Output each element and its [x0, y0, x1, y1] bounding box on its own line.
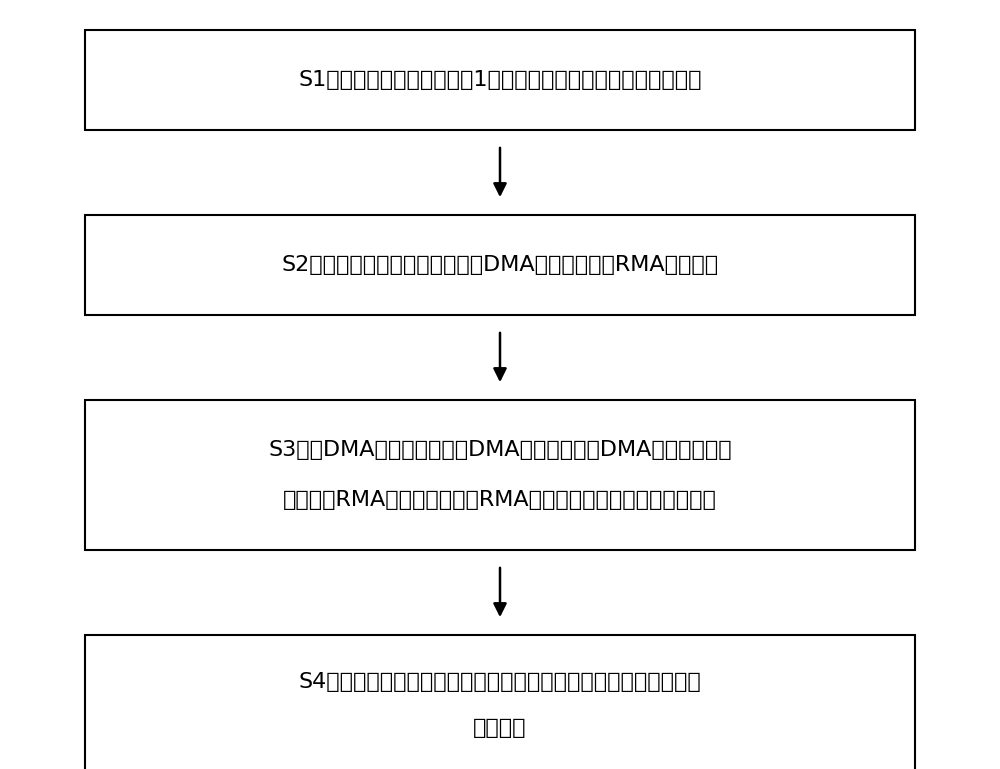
Bar — [85, 400, 915, 550]
Text: 答字操作: 答字操作 — [473, 718, 527, 738]
Bar — [85, 215, 915, 315]
Text: S1：通道指令缓冲单元获取1或多个源核心处理器发出的通道指令: S1：通道指令缓冲单元获取1或多个源核心处理器发出的通道指令 — [298, 70, 702, 90]
Bar — [85, 635, 915, 769]
Bar — [85, 30, 915, 130]
Text: 内存，从RMA通道指令中解析RMA微访问发送至目标核心处理器中: 内存，从RMA通道指令中解析RMA微访问发送至目标核心处理器中 — [283, 490, 717, 510]
Text: S3：从DMA通道指令中解析DMA微访问，并将DMA微访问发送至: S3：从DMA通道指令中解析DMA微访问，并将DMA微访问发送至 — [268, 440, 732, 460]
Text: S2：从通道指令缓冲单元内抽取DMA通道指令或者RMA通道指令: S2：从通道指令缓冲单元内抽取DMA通道指令或者RMA通道指令 — [281, 255, 719, 275]
Text: S4：获取内存返回的应答或者目标核心处理器返回的应答后发起回: S4：获取内存返回的应答或者目标核心处理器返回的应答后发起回 — [299, 671, 701, 691]
